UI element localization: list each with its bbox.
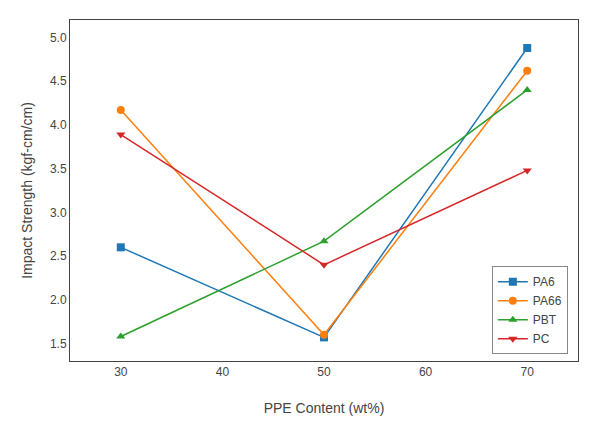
svg-text:3.0: 3.0 [50,206,67,220]
svg-text:PPE Content (wt%): PPE Content (wt%) [264,400,385,416]
svg-text:2.5: 2.5 [50,249,67,263]
svg-text:Impact Strength (kgf-cm/cm): Impact Strength (kgf-cm/cm) [19,102,35,279]
svg-text:60: 60 [419,365,433,379]
svg-text:30: 30 [114,365,128,379]
svg-text:70: 70 [521,365,535,379]
svg-text:PC: PC [533,332,550,346]
svg-text:40: 40 [216,365,230,379]
svg-text:5.0: 5.0 [50,31,67,45]
svg-text:4.5: 4.5 [50,74,67,88]
svg-text:2.0: 2.0 [50,293,67,307]
svg-text:1.5: 1.5 [50,337,67,351]
svg-text:50: 50 [317,365,331,379]
svg-text:PBT: PBT [533,313,557,327]
svg-text:3.5: 3.5 [50,162,67,176]
svg-text:PA66: PA66 [533,294,562,308]
svg-text:PA6: PA6 [533,275,555,289]
svg-text:4.0: 4.0 [50,118,67,132]
